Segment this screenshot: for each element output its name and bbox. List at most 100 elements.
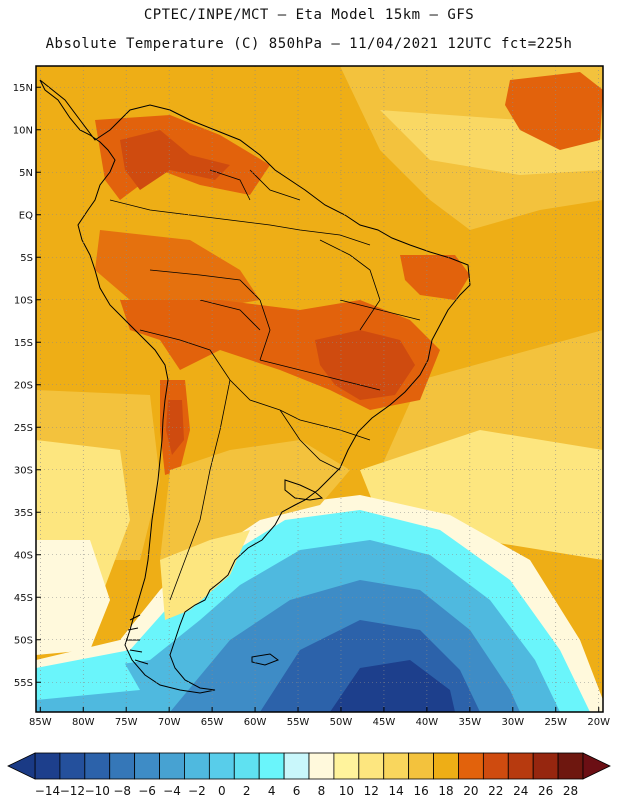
field-amazon-hot <box>95 230 260 310</box>
colorbar-label: 12 <box>364 784 379 798</box>
lat-label: EQ <box>19 210 33 221</box>
colorbar-low-arrow <box>7 752 36 780</box>
colorbar-box <box>507 752 534 780</box>
lat-label: 45S <box>14 593 33 604</box>
south-america-coastline <box>39 79 471 694</box>
lon-label: 35W <box>459 717 482 728</box>
lat-label: 10S <box>14 295 33 306</box>
colorbar-box <box>557 752 584 780</box>
field-andes-south-hotter <box>166 400 184 455</box>
colorbar-box <box>208 752 235 780</box>
colorbar-box <box>358 752 385 780</box>
borders <box>109 169 421 601</box>
axis-ticks <box>36 86 600 712</box>
lat-label: 50S <box>14 635 33 646</box>
lon-label: 30W <box>501 717 524 728</box>
colorbar-box <box>184 752 210 780</box>
colorbar-box <box>308 752 335 780</box>
colorbar-box <box>408 752 434 780</box>
lat-label: 10N <box>13 125 33 136</box>
plot-frame <box>35 65 604 713</box>
lat-label: 20S <box>14 380 33 391</box>
colorbar-label: 24 <box>513 784 528 798</box>
colorbar-label: −6 <box>138 784 156 798</box>
colorbar-label: 4 <box>268 784 276 798</box>
coastlines <box>39 79 471 694</box>
colorbar-box <box>458 752 484 780</box>
colorbar-label: 22 <box>488 784 503 798</box>
colorbar-box <box>532 752 559 780</box>
colorbar: −14 −12 −10 −8 −6 −4 −2 0 2 4 6 8 10 12 14 16 18 20 22 24 26… <box>7 752 611 798</box>
field-cold-blue3 <box>330 660 455 712</box>
colorbar-box <box>383 752 410 780</box>
lat-label: 15S <box>14 338 33 349</box>
field-cold-aqua-west <box>36 655 140 700</box>
lat-label: 5N <box>19 168 33 179</box>
colorbar-labels: −14 −12 −10 −8 −6 −4 −2 0 2 4 6 8 10 12 14 16 18 20 22 24 26… <box>35 784 578 798</box>
field-central-hotter <box>315 330 415 400</box>
colorbar-label: 18 <box>438 784 453 798</box>
uruguay-coast <box>284 479 324 501</box>
lat-label: 40S <box>14 550 33 561</box>
lon-label: 40W <box>416 717 439 728</box>
colorbar-box <box>283 752 310 780</box>
lon-label: 70W <box>158 717 181 728</box>
lon-label: 75W <box>115 717 138 728</box>
colorbar-label: 0 <box>218 784 226 798</box>
colorbar-label: 10 <box>339 784 354 798</box>
colorbar-label: 20 <box>463 784 478 798</box>
lat-label: 15N <box>13 83 33 94</box>
title-line-1: CPTEC/INPE/MCT – Eta Model 15km – GFS <box>143 7 475 23</box>
graticule <box>36 66 603 712</box>
lat-label: 5S <box>20 253 33 264</box>
colorbar-label: 28 <box>563 784 578 798</box>
falklands <box>251 653 280 666</box>
lon-label: 55W <box>287 717 310 728</box>
colorbar-label: 8 <box>318 784 326 798</box>
longitude-labels: 85W 80W 75W 70W 65W 60W 55W 50W 45W 40W 35W 30W 25W 2… <box>29 717 610 728</box>
lon-label: 60W <box>244 717 267 728</box>
colorbar-label: −4 <box>163 784 181 798</box>
colorbar-box <box>333 752 360 780</box>
colorbar-label: −2 <box>188 784 206 798</box>
colorbar-label: 6 <box>293 784 301 798</box>
colorbar-label: −12 <box>60 784 85 798</box>
lat-label: 25S <box>14 423 33 434</box>
colorbar-label: −8 <box>113 784 131 798</box>
colorbar-high-arrow <box>582 752 611 780</box>
colorbar-box <box>59 752 86 780</box>
colorbar-box <box>433 752 459 780</box>
colorbar-boxes <box>34 752 584 780</box>
colorbar-box <box>258 752 285 780</box>
lon-label: 50W <box>330 717 353 728</box>
colorbar-box <box>109 752 136 780</box>
colorbar-box <box>34 752 61 780</box>
lat-label: 35S <box>14 508 33 519</box>
colorbar-label: −10 <box>85 784 110 798</box>
colorbar-label: 26 <box>538 784 553 798</box>
colorbar-box <box>159 752 185 780</box>
lon-label: 65W <box>201 717 224 728</box>
field-andes-north-hotter <box>120 130 230 190</box>
colorbar-label: −14 <box>35 784 60 798</box>
colorbar-box <box>482 752 509 780</box>
colorbar-label: 2 <box>243 784 251 798</box>
latitude-labels: 15N 10N 5N EQ 5S 10S 15S 20S 25S 30S 35S 40S 45S 50S 5… <box>13 83 33 689</box>
colorbar-box <box>233 752 260 780</box>
lon-label: 25W <box>544 717 567 728</box>
lon-label: 80W <box>72 717 95 728</box>
title-line-2: Absolute Temperature (C) 850hPa – 11/04/… <box>45 36 573 52</box>
lon-label: 85W <box>29 717 52 728</box>
colorbar-box <box>84 752 111 780</box>
lat-label: 55S <box>14 678 33 689</box>
lon-label: 45W <box>373 717 396 728</box>
lon-label: 20W <box>587 717 610 728</box>
field-atlantic-hot <box>505 72 603 150</box>
temperature-map: 15N 10N 5N EQ 5S 10S 15S 20S 25S 30S 35S 40S 45S 50S 5… <box>13 65 610 728</box>
field-argentina-warm <box>160 440 350 600</box>
lat-label: 30S <box>14 465 33 476</box>
field-nordeste-hot <box>400 255 470 300</box>
colorbar-label: 14 <box>389 784 404 798</box>
field-northeast-pale <box>380 110 603 175</box>
map-plot-area <box>36 66 603 712</box>
